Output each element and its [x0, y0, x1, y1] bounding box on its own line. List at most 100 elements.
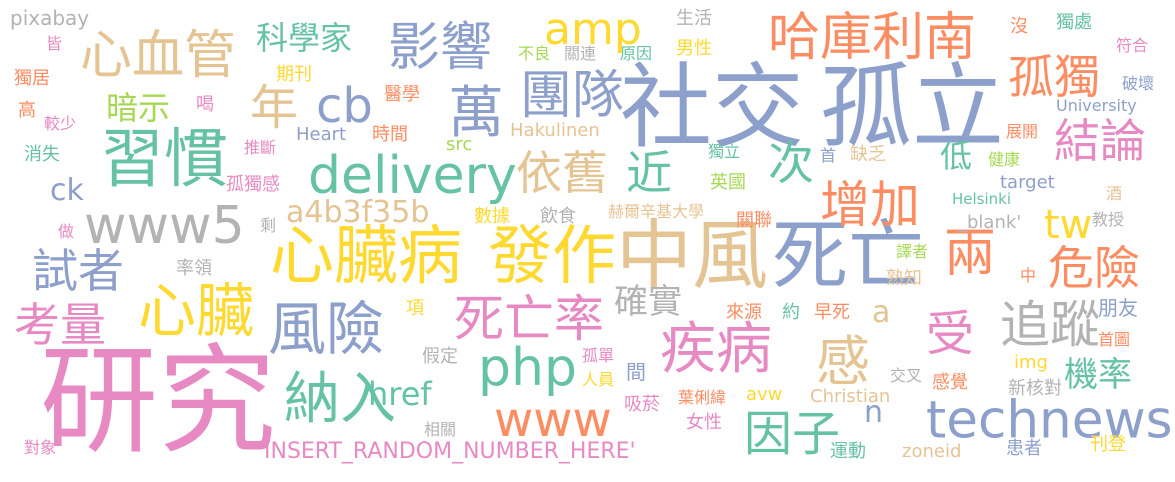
word-教授: 教授	[1092, 210, 1125, 229]
pixabay-watermark: pixabay	[10, 6, 90, 30]
word-破壞: 破壞	[1122, 74, 1155, 93]
word-社交: 社交	[620, 54, 805, 161]
word-a: a	[872, 295, 891, 330]
word-孤獨: 孤獨	[1008, 50, 1100, 104]
word-熟知: 熟知	[886, 268, 922, 289]
word-關連: 關連	[564, 44, 597, 63]
word-項: 項	[406, 298, 424, 319]
word-率領: 率領	[176, 258, 212, 279]
word-機率: 機率	[1064, 355, 1132, 395]
word-沒: 沒	[1010, 16, 1028, 37]
word-www5: www5	[84, 196, 245, 256]
word-對象: 對象	[24, 438, 57, 457]
word-孤立: 孤立	[820, 54, 1005, 161]
word-次: 次	[768, 136, 814, 190]
word-img: img	[1014, 352, 1048, 373]
word-納入: 納入	[284, 367, 396, 432]
word-萬: 萬	[448, 81, 504, 146]
word-低: 低	[940, 137, 973, 175]
word-追蹤: 追蹤	[1000, 296, 1100, 354]
word-新核對: 新核對	[1008, 378, 1062, 399]
word-剩: 剩	[260, 216, 277, 235]
word-心血管: 心血管	[80, 26, 237, 86]
word-amp: amp	[544, 4, 642, 55]
word-cb: cb	[316, 78, 373, 134]
word-推斷: 推斷	[244, 138, 277, 157]
word-哈庫利南: 哈庫利南	[768, 8, 977, 68]
word-男性: 男性	[676, 38, 712, 59]
word-確實: 確實	[614, 282, 682, 322]
word-科學家: 科學家	[256, 19, 353, 57]
word-期刊: 期刊	[276, 64, 312, 85]
word-時間: 時間	[372, 124, 408, 145]
word-年: 年	[250, 80, 299, 136]
word-做: 做	[58, 222, 75, 241]
word-喝: 喝	[196, 94, 214, 115]
word-缺乏: 缺乏	[850, 144, 886, 165]
word-展開: 展開	[1006, 122, 1039, 141]
word-target: target	[1000, 172, 1055, 193]
word-風險: 風險	[268, 295, 385, 363]
word-依舊: 依舊	[516, 146, 608, 200]
word-影響: 影響	[388, 18, 493, 78]
word-technews: technews	[926, 391, 1173, 451]
word-符合: 符合	[1116, 36, 1149, 55]
word-假定: 假定	[422, 346, 458, 367]
word-blank: _blank'	[958, 212, 1022, 233]
word-n: n	[864, 395, 884, 430]
word-獨居: 獨居	[14, 68, 50, 89]
word-獨處: 獨處	[1056, 12, 1092, 33]
word-健康: 健康	[988, 150, 1021, 169]
word-皆: 皆	[46, 34, 63, 53]
word-獨立: 獨立	[708, 142, 741, 161]
word-生活: 生活	[676, 8, 712, 29]
word-赫爾辛基大學: 赫爾辛基大學	[608, 202, 705, 221]
word-朋友: 朋友	[1098, 296, 1138, 320]
word-tw: tw	[1044, 202, 1093, 248]
word-a4b3f35b: a4b3f35b	[286, 195, 430, 230]
word-約: 約	[782, 302, 800, 323]
word-患者: 患者	[1006, 438, 1042, 459]
word-近: 近	[626, 146, 672, 200]
word-危險: 危險	[1048, 241, 1140, 295]
word-醫學: 醫學	[384, 84, 420, 105]
word-死亡率: 死亡率	[454, 290, 604, 348]
word-insert-random: INSERT_RANDOM_NUMBER_HERE'	[264, 439, 636, 464]
word-php: php	[478, 338, 577, 398]
word-間: 間	[626, 360, 646, 384]
word-習慣: 習慣	[100, 123, 228, 197]
word-helsinki: Helsinki	[952, 190, 1012, 208]
word-因子: 因子	[744, 406, 841, 462]
word-相關: 相關	[424, 420, 457, 439]
word-src: src	[446, 134, 473, 155]
word-www: www	[494, 392, 612, 448]
word-ck: ck	[50, 173, 84, 208]
word-不良: 不良	[518, 44, 551, 63]
word-研究: 研究	[40, 332, 277, 470]
word-兩: 兩	[944, 224, 997, 284]
word-首: 首	[820, 146, 837, 165]
word-avw: avw	[746, 384, 783, 405]
word-首圖: 首圖	[1098, 330, 1131, 349]
word-較少: 較少	[44, 114, 77, 133]
word-孤獨感: 孤獨感	[226, 174, 280, 195]
word-href: href	[368, 375, 432, 413]
word-感覺: 感覺	[932, 372, 968, 393]
word-數據: 數據	[474, 206, 510, 227]
word-吸菸: 吸菸	[624, 394, 660, 415]
word-感: 感	[816, 330, 870, 393]
word-zoneid: zoneid	[902, 441, 962, 462]
word-疾病: 疾病	[660, 317, 772, 382]
word-來源: 來源	[726, 302, 762, 323]
word-hakulinen: Hakulinen	[510, 120, 600, 141]
word-酒: 酒	[1106, 184, 1123, 203]
word-心臟病: 心臟病	[270, 220, 462, 294]
word-葉俐緯: 葉俐緯	[678, 388, 727, 407]
word-delivery: delivery	[308, 146, 517, 206]
word-團隊: 團隊	[520, 66, 625, 126]
word-中: 中	[1020, 266, 1037, 285]
word-孤單: 孤單	[582, 346, 615, 365]
word-發作: 發作	[488, 220, 616, 294]
word-早死: 早死	[814, 302, 850, 323]
